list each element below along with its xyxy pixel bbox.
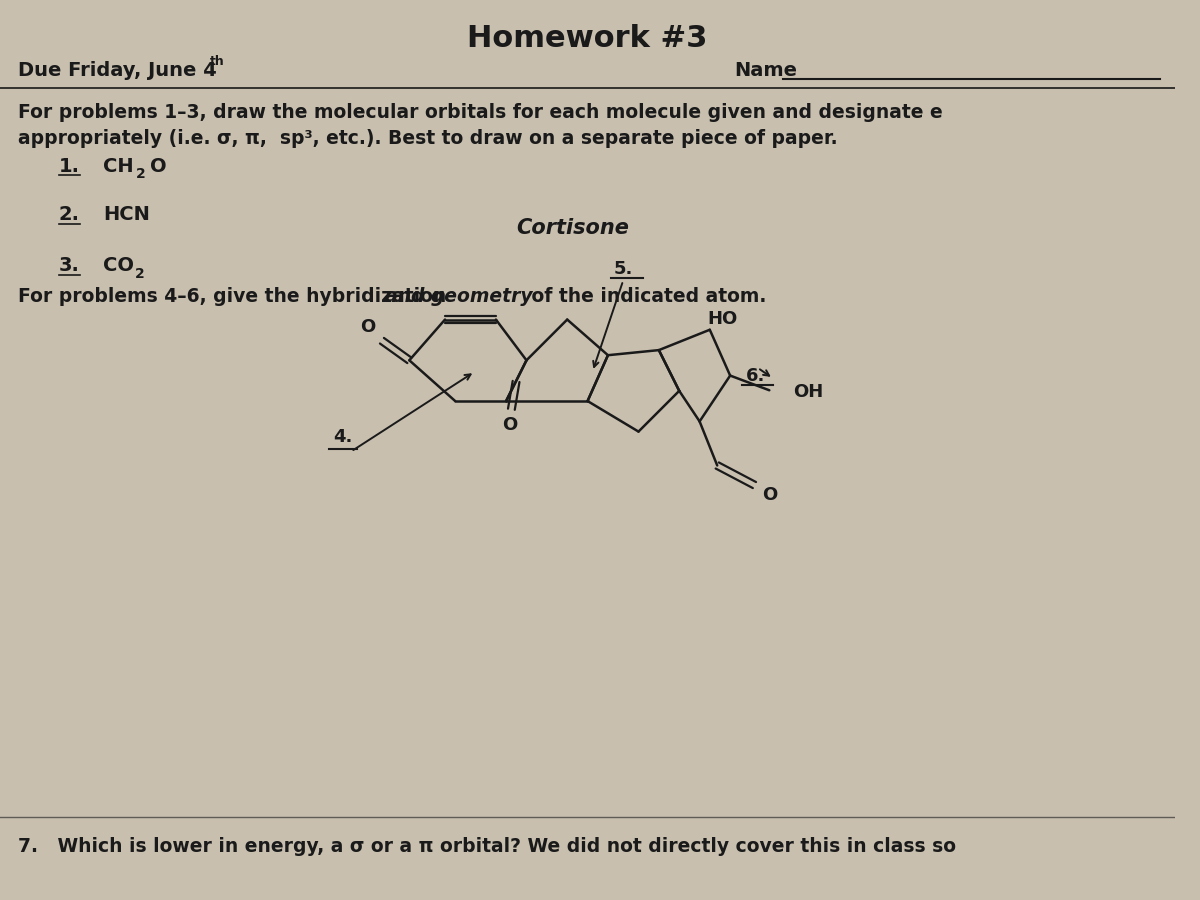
Text: Homework #3: Homework #3 xyxy=(467,24,708,53)
Text: 4.: 4. xyxy=(334,428,353,446)
Text: and geometry: and geometry xyxy=(385,287,533,306)
Text: 2.: 2. xyxy=(59,205,79,224)
Text: 2: 2 xyxy=(136,166,146,181)
Text: 7.   Which is lower in energy, a σ or a π orbital? We did not directly cover thi: 7. Which is lower in energy, a σ or a π … xyxy=(18,837,955,856)
Text: CH: CH xyxy=(103,157,133,176)
Text: 5.: 5. xyxy=(613,259,632,277)
Text: 1.: 1. xyxy=(59,157,79,176)
Text: OH: OH xyxy=(793,383,823,401)
Text: HCN: HCN xyxy=(103,205,150,224)
Text: O: O xyxy=(150,157,167,176)
Text: Cortisone: Cortisone xyxy=(516,218,629,238)
Text: appropriately (i.e. σ, π,  sp³, etc.). Best to draw on a separate piece of paper: appropriately (i.e. σ, π, sp³, etc.). Be… xyxy=(18,129,838,148)
Text: O: O xyxy=(502,416,517,434)
Text: O: O xyxy=(762,486,778,504)
Text: Name: Name xyxy=(734,60,798,79)
Text: of the indicated atom.: of the indicated atom. xyxy=(524,287,767,306)
Text: CO: CO xyxy=(103,256,134,275)
Text: 6.: 6. xyxy=(746,366,766,384)
Text: For problems 4–6, give the hybridization: For problems 4–6, give the hybridization xyxy=(18,287,452,306)
Text: Due Friday, June 4: Due Friday, June 4 xyxy=(18,60,216,79)
Text: 2: 2 xyxy=(136,266,145,281)
Text: O: O xyxy=(360,318,376,336)
Text: th: th xyxy=(210,55,224,68)
Text: For problems 1–3, draw the molecular orbitals for each molecule given and design: For problems 1–3, draw the molecular orb… xyxy=(18,103,942,122)
Text: HO: HO xyxy=(707,310,738,328)
Text: 3.: 3. xyxy=(59,256,79,275)
